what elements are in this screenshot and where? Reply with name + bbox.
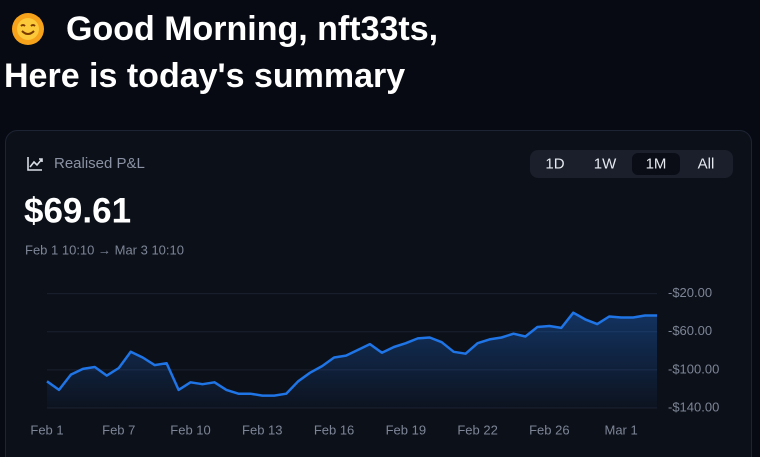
x-tick-label: Feb 26 xyxy=(529,422,569,437)
plot: -$20.00 -$60.00 -$100.00 -$140.00 Feb 1 Feb 7… xyxy=(30,285,719,437)
timeframe-label: All xyxy=(698,155,715,172)
x-tick-label: Feb 19 xyxy=(386,422,426,437)
x-tick-label: Feb 1 xyxy=(30,422,63,437)
timeframe-buttons: 1D 1W 1M All xyxy=(545,153,714,175)
date-range: Feb 1 10:10 → Mar 3 10:10 xyxy=(25,242,184,257)
active-indicator xyxy=(632,153,680,175)
x-tick-label: Feb 7 xyxy=(102,422,135,437)
timeframe-button[interactable]: 1M xyxy=(632,153,680,175)
greeting: Good Morning, nft33ts, xyxy=(66,10,438,48)
timeframe-label: 1M xyxy=(646,155,667,172)
timeframe-label: 1W xyxy=(594,155,617,172)
x-tick-label: Feb 13 xyxy=(242,422,282,437)
x-tick-label: Feb 22 xyxy=(457,422,497,437)
timeframe-label: 1D xyxy=(545,155,564,172)
y-tick-label: -$140.00 xyxy=(668,399,719,414)
x-tick-label: Feb 16 xyxy=(314,422,354,437)
pnl-value: $69.61 xyxy=(24,191,131,230)
timeframe-bar xyxy=(530,150,733,178)
x-tick-label: Feb 10 xyxy=(170,422,210,437)
y-tick-label: -$100.00 xyxy=(668,361,719,376)
card-label: Realised P&L xyxy=(54,155,145,172)
x-tick-label: Mar 1 xyxy=(605,422,638,437)
sun-emoji xyxy=(12,13,44,45)
subtitle: Here is today's summary xyxy=(4,57,405,95)
pnl-line xyxy=(46,311,657,397)
timeframe-button[interactable]: All xyxy=(698,155,715,172)
y-tick-label: -$60.00 xyxy=(668,323,712,338)
timeframe-button[interactable]: 1W xyxy=(594,155,617,172)
chart-icon xyxy=(27,157,43,171)
y-tick-label: -$20.00 xyxy=(668,285,712,300)
timeframe-button[interactable]: 1D xyxy=(545,155,564,172)
